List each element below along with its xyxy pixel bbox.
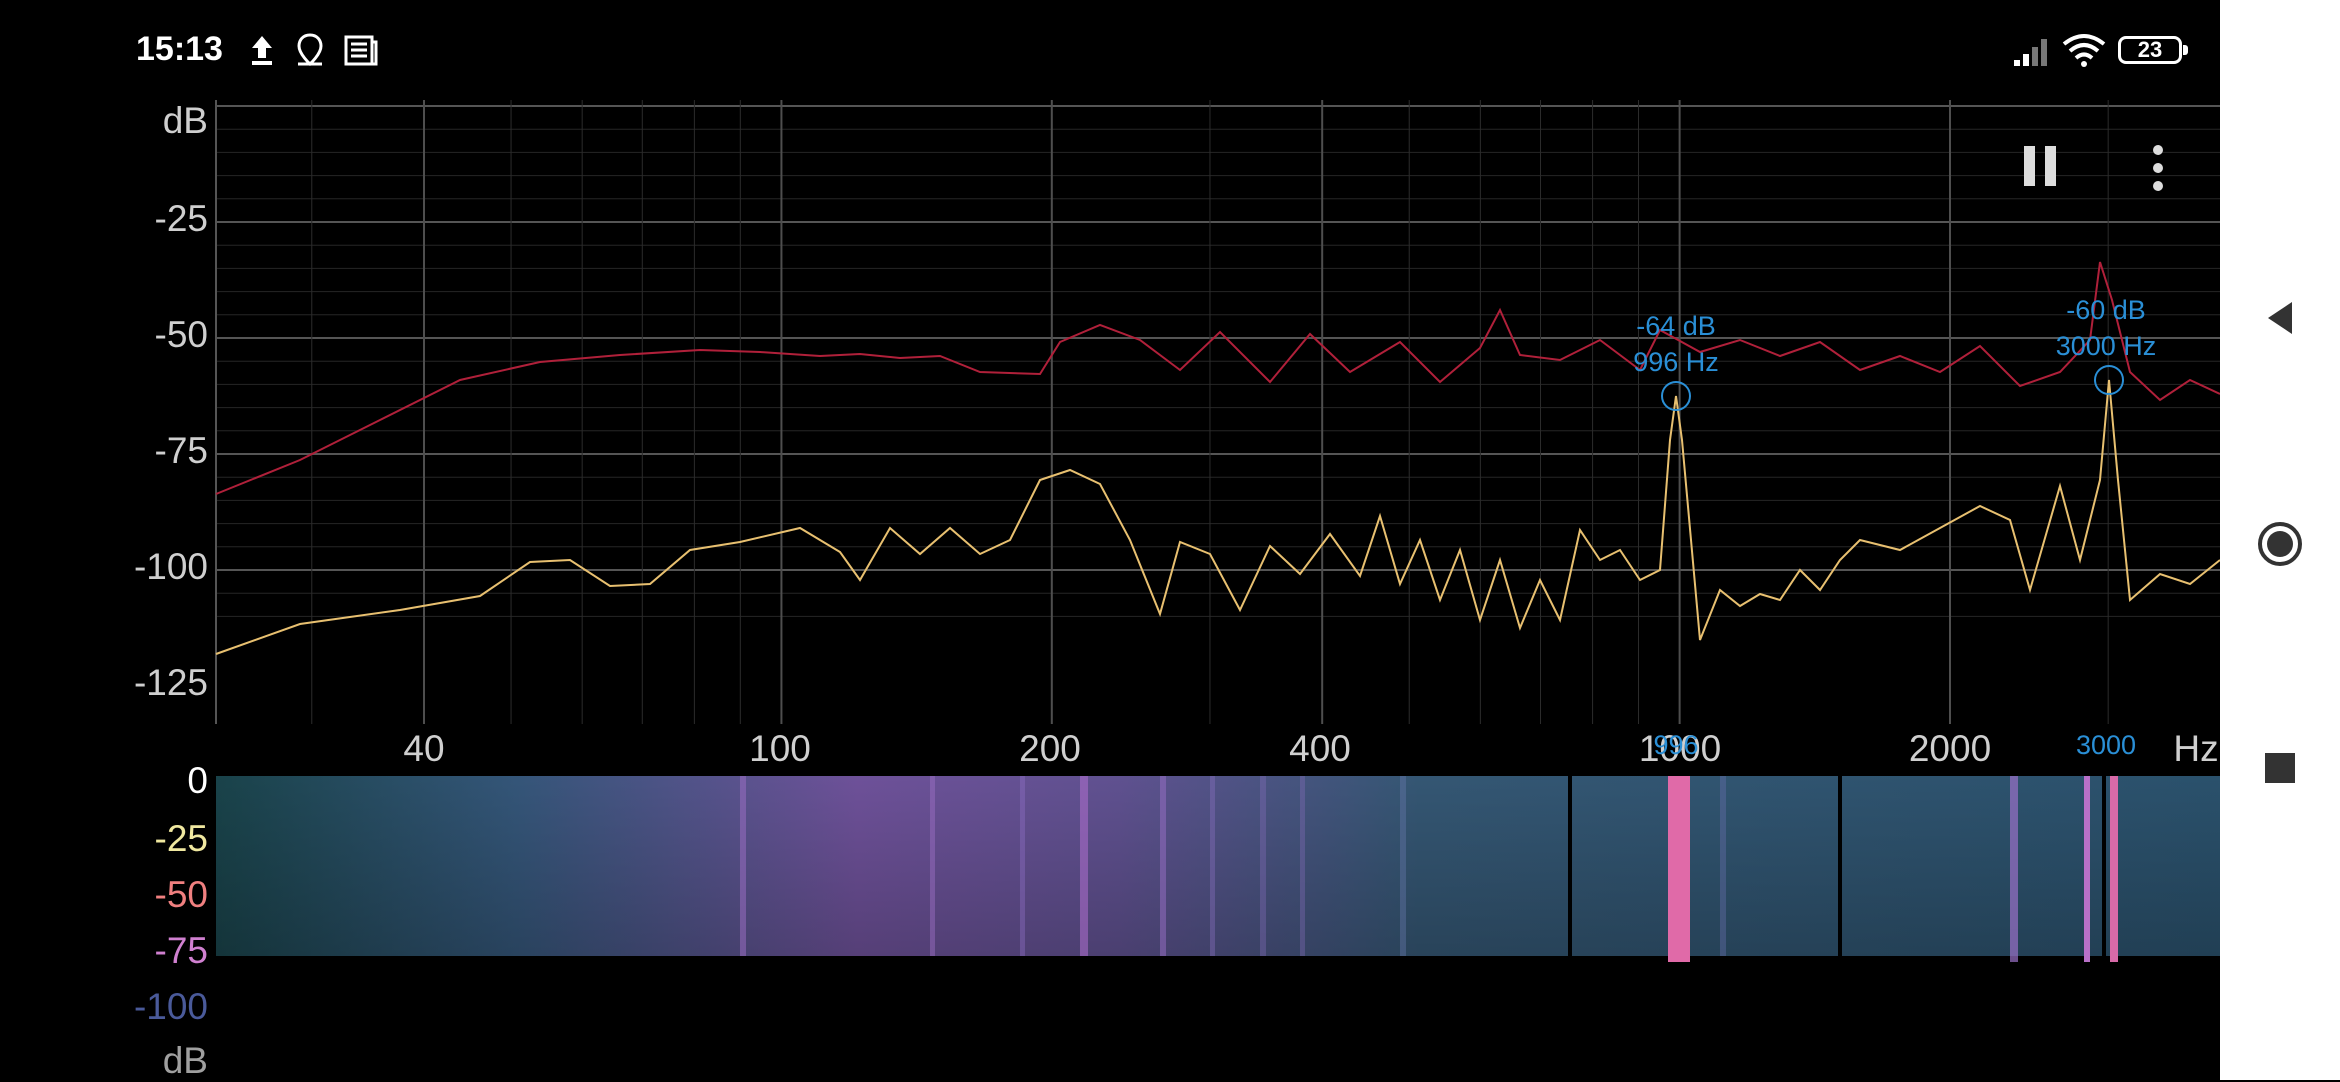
battery-icon: 23 bbox=[2118, 36, 2188, 64]
x-tick: 100 bbox=[749, 728, 811, 769]
y-tick: -50 bbox=[154, 314, 208, 355]
spectrum-plot[interactable] bbox=[0, 0, 2220, 780]
x-tick: 1000 bbox=[1638, 728, 1722, 769]
spectrogram[interactable] bbox=[216, 776, 2220, 964]
spectrogram-scale-unit: dB bbox=[162, 1040, 208, 1081]
upload-icon bbox=[252, 36, 272, 65]
peak-annotation-1: -64 dB 996 Hz bbox=[1633, 308, 1719, 380]
peak-db: -64 dB bbox=[1636, 311, 1716, 341]
wifi-icon bbox=[2062, 34, 2106, 67]
peak-db: -60 dB bbox=[2066, 295, 2146, 325]
spectrogram-scale-tick: -75 bbox=[154, 930, 208, 971]
pause-icon[interactable] bbox=[2020, 144, 2060, 188]
spectrogram-scale-tick: 0 bbox=[187, 760, 208, 801]
spectrogram-scale-tick: -50 bbox=[154, 874, 208, 915]
x-tick: 2000 bbox=[1908, 728, 1992, 769]
x-tick: 200 bbox=[1019, 728, 1081, 769]
y-tick: -75 bbox=[154, 430, 208, 471]
y-unit-label: dB bbox=[162, 100, 208, 141]
peak-marker-1 bbox=[1661, 381, 1691, 411]
x-tick: 400 bbox=[1289, 728, 1351, 769]
news-icon bbox=[344, 35, 378, 66]
peak-hz: 3000 Hz bbox=[2055, 331, 2157, 361]
recents-icon[interactable] bbox=[2260, 748, 2300, 788]
spectrogram-scale-tick: -25 bbox=[154, 818, 208, 859]
more-vert-icon[interactable] bbox=[2142, 144, 2174, 192]
location-icon bbox=[297, 33, 323, 67]
signal-icon bbox=[2014, 39, 2047, 66]
live-spectrum-curve bbox=[215, 379, 2220, 655]
peak-hz: 996 Hz bbox=[1633, 347, 1719, 377]
spectrogram-scale-tick: -100 bbox=[133, 986, 208, 1027]
cursor-frequency-2: 3000 bbox=[2075, 730, 2137, 760]
home-icon[interactable] bbox=[2256, 520, 2304, 568]
x-tick: 40 bbox=[403, 728, 445, 769]
x-unit-label: Hz bbox=[2173, 728, 2219, 769]
status-bar: 15:13 23 bbox=[0, 0, 2220, 100]
y-tick: -125 bbox=[133, 662, 208, 703]
max-hold-curve bbox=[215, 261, 2220, 495]
back-icon[interactable] bbox=[2260, 298, 2300, 338]
cursor-frequency-1: 996 bbox=[1653, 730, 1699, 760]
y-tick: -25 bbox=[154, 198, 208, 239]
peak-annotation-2: -60 dB 3000 Hz bbox=[2056, 292, 2157, 364]
navigation-bar bbox=[2220, 0, 2340, 1080]
y-tick: -100 bbox=[133, 546, 208, 587]
peak-marker-2 bbox=[2094, 365, 2124, 395]
spectrum-grid bbox=[215, 100, 2220, 724]
status-time: 15:13 bbox=[136, 30, 223, 68]
